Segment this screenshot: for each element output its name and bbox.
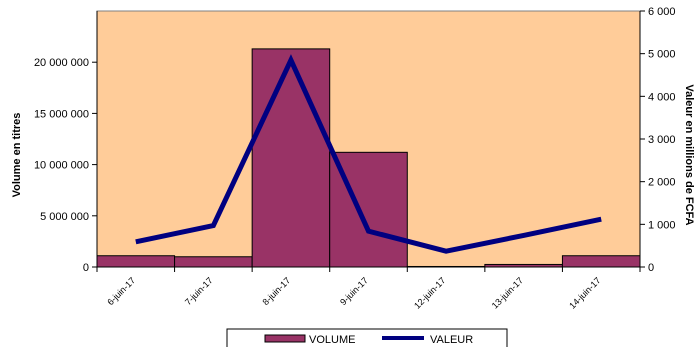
x-tick-label: 7-juin-17 bbox=[183, 275, 215, 307]
y-right-tick-label: 1 000 bbox=[648, 219, 676, 231]
y-right-tick-label: 3 000 bbox=[648, 134, 676, 146]
y-left-axis-title: Volume en titres bbox=[11, 113, 23, 198]
legend-swatch-volume bbox=[264, 334, 306, 343]
x-tick-label: 13-juin-17 bbox=[490, 275, 525, 310]
bar-volume bbox=[561, 255, 641, 268]
y-right-tick-label: 6 000 bbox=[648, 6, 676, 18]
y-right-axis-title: Valeur en millions de FCFA bbox=[683, 84, 695, 225]
x-tick-label: 12-juin-17 bbox=[412, 275, 447, 310]
bar-volume bbox=[174, 256, 253, 268]
x-tick-label: 6-juin-17 bbox=[105, 275, 137, 307]
series-line-valeur bbox=[135, 54, 602, 254]
x-tick-label: 9-juin-17 bbox=[338, 275, 370, 307]
y-right-tick-label: 0 bbox=[648, 262, 654, 274]
bar-volume bbox=[96, 255, 176, 268]
y-right-tick-label: 4 000 bbox=[648, 91, 676, 103]
y-left-tick-label: 5 000 000 bbox=[40, 211, 89, 223]
legend: VOLUME VALEUR bbox=[226, 328, 508, 347]
legend-label-valeur: VALEUR bbox=[430, 334, 473, 346]
y-right-tick-label: 5 000 bbox=[648, 49, 676, 61]
y-left-tick-label: 20 000 000 bbox=[34, 57, 89, 69]
y-left-tick-label: 10 000 000 bbox=[34, 160, 89, 172]
y-left-tick-label: 0 bbox=[83, 262, 89, 274]
y-left-tick-label: 15 000 000 bbox=[34, 108, 89, 120]
x-tick-label: 14-juin-17 bbox=[567, 275, 602, 310]
x-tick-label: 8-juin-17 bbox=[261, 275, 293, 307]
bar-volume bbox=[251, 48, 331, 268]
y-right-tick-label: 2 000 bbox=[648, 177, 676, 189]
legend-label-volume: VOLUME bbox=[309, 334, 355, 346]
